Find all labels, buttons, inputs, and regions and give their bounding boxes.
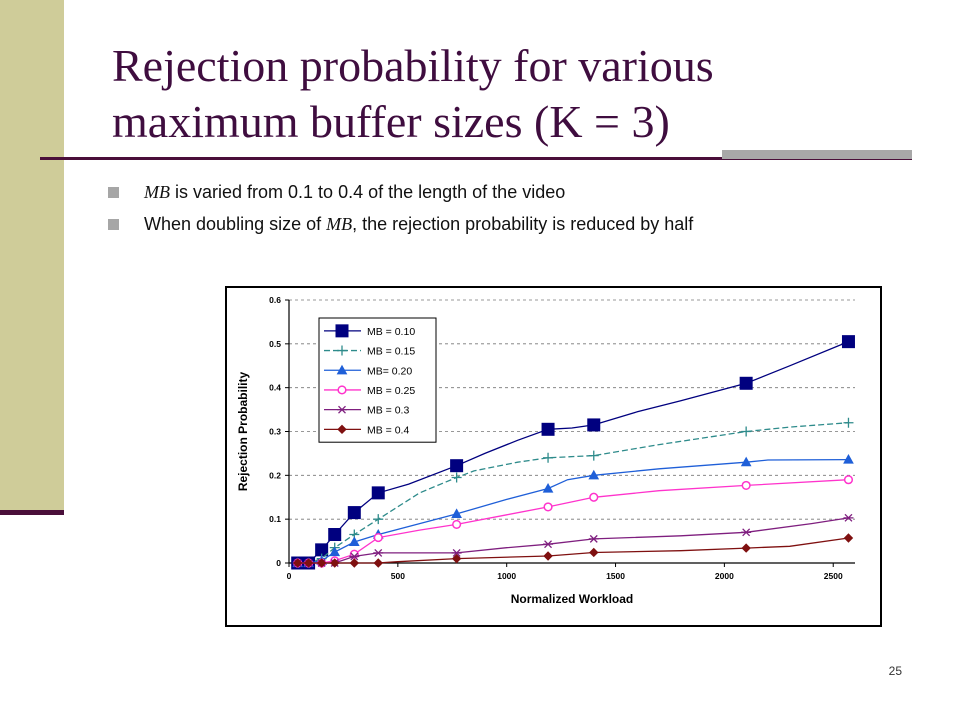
data-point [843,513,854,522]
data-point [543,551,553,561]
rejection-probability-chart: 0 0.1 0.2 0.3 0.4 0.5 0.6 0 500 1000 1500 2000 2500 N… [225,286,882,627]
y-tick-label: 0.4 [269,383,281,393]
data-point [293,558,303,568]
bullet-var: MB [326,214,353,234]
slide-title-line1: Rejection probability for various [112,40,714,91]
data-point [541,422,555,436]
x-tick-label: 2500 [824,571,843,581]
series-line [297,458,849,564]
x-axis-label: Normalized Workload [511,592,633,606]
series-line [297,422,849,564]
legend-label: MB = 0.15 [367,346,415,358]
data-point [328,528,342,542]
x-tick-label: 0 [287,571,292,581]
data-point [316,558,327,568]
data-point [373,514,384,525]
bullet-post: , the rejection probability is reduced b… [352,214,694,234]
legend-label: MB = 0.3 [367,405,409,417]
data-point [371,486,385,500]
slide-title-line2: maximum buffer sizes (K = 3) [112,96,670,147]
legend-marker [337,424,347,435]
data-point [373,548,384,557]
data-point [303,558,314,568]
data-point [451,548,462,557]
x-tick-label: 2000 [715,571,734,581]
legend-marker [337,405,347,414]
data-point [841,335,855,349]
left-decor-band [0,0,64,510]
data-point [452,519,462,530]
bullet-item: When doubling size of MB, the rejection … [108,208,693,240]
data-point [543,540,554,549]
data-point [542,482,554,493]
y-tick-label: 0.2 [269,470,281,480]
data-point [349,558,360,568]
data-point [589,547,599,558]
x-tick-label: 1000 [497,571,516,581]
legend-label: MB = 0.25 [367,385,415,397]
data-point [741,528,752,537]
data-point [741,543,751,553]
data-point [741,480,751,490]
data-point [843,533,854,543]
data-point [739,376,753,390]
data-point [330,558,340,568]
data-point [843,475,854,485]
y-tick-label: 0 [276,558,281,568]
y-tick-label: 0.5 [269,339,281,349]
data-point [543,452,554,463]
data-point [451,508,462,519]
page-number: 25 [888,664,902,678]
data-point [740,456,752,467]
x-tick-label: 1500 [606,571,625,581]
legend-label: MB= 0.20 [367,365,412,377]
data-point [373,558,383,568]
legend-marker [335,324,349,338]
title-underline [40,157,912,160]
data-point [587,418,601,432]
data-point [588,450,599,461]
data-point [349,552,360,561]
data-point [588,534,599,543]
data-point [843,454,854,464]
data-point [348,536,360,547]
bullet-square-icon [108,187,119,198]
data-point [588,469,600,480]
data-point [329,546,341,557]
data-point [451,472,462,483]
data-point [741,426,752,437]
slide-title: Rejection probability for various maximu… [112,38,932,150]
data-point [843,417,854,428]
legend-label: MB = 0.4 [367,424,409,436]
x-tick-label: 500 [391,571,405,581]
legend-marker [337,385,347,395]
data-point [543,502,553,512]
y-tick-label: 0.1 [269,514,281,524]
legend-marker [337,345,347,356]
bullet-pre: When doubling size of [144,214,327,234]
data-point [450,459,464,473]
title-underline-accent [722,150,912,159]
bullet-post: is varied from 0.1 to 0.4 of the length … [170,182,566,202]
data-point [347,506,361,520]
bullet-square-icon [108,219,119,230]
bullet-item: MB is varied from 0.1 to 0.4 of the leng… [108,176,693,208]
data-point [451,553,462,564]
bullet-var: MB [144,182,170,202]
legend-box [318,317,437,443]
data-point [373,533,383,543]
y-axis-label: Rejection Probability [236,371,250,491]
bullet-list: MB is varied from 0.1 to 0.4 of the leng… [108,176,693,240]
y-tick-label: 0.6 [269,295,281,305]
legend-label: MB = 0.10 [367,326,415,338]
data-point [589,492,599,502]
legend-marker [336,364,348,375]
left-decor-band-foot [0,510,64,515]
y-tick-label: 0.3 [269,427,281,437]
